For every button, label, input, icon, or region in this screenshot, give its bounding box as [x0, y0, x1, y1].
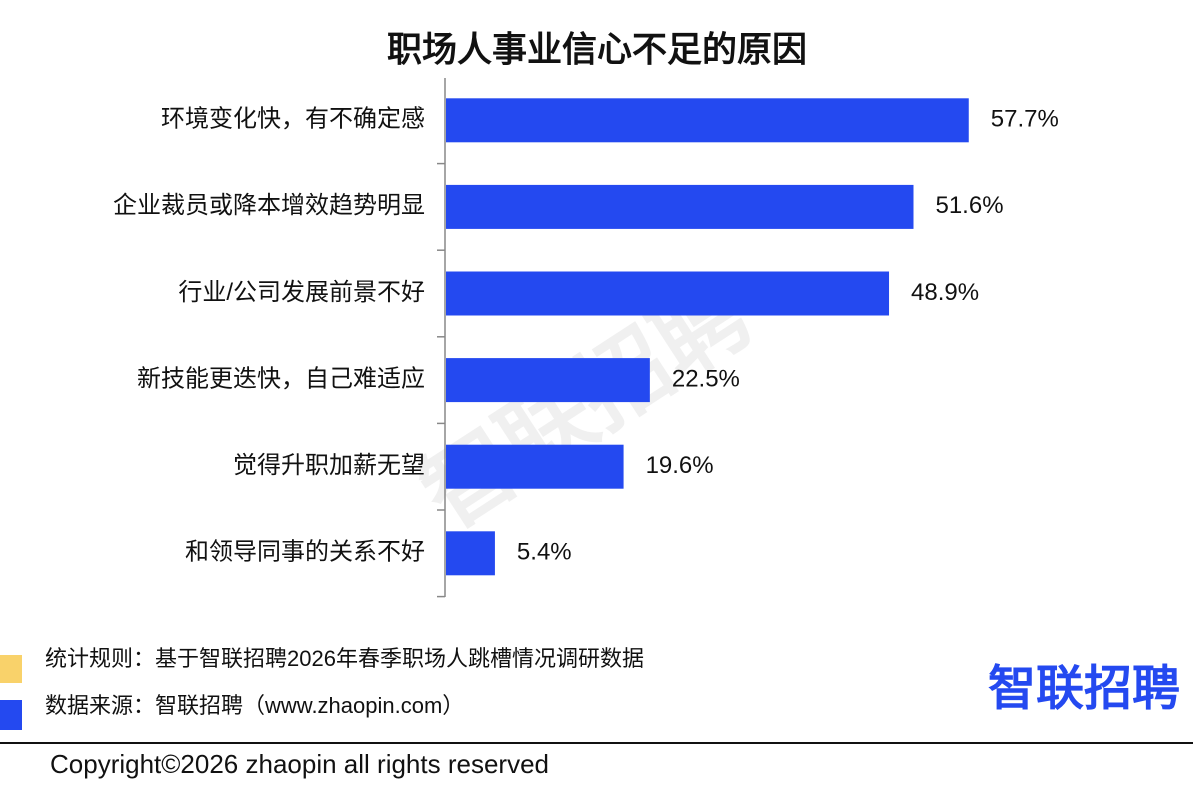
value-label: 51.6% — [935, 192, 1003, 219]
legend-square-blue — [0, 700, 22, 730]
copyright: Copyright©2026 zhaopin all rights reserv… — [50, 749, 549, 779]
y-tick-label: 和领导同事的关系不好 — [185, 539, 425, 566]
footer-rule: 统计规则：基于智联招聘2026年春季职场人跳槽情况调研数据 — [45, 646, 644, 671]
y-tick-label: 新技能更迭快，自己难适应 — [137, 365, 425, 392]
bar — [446, 98, 969, 143]
bar — [446, 444, 624, 489]
footer-source: 数据来源：智联招聘（www.zhaopin.com） — [45, 693, 464, 718]
bar — [446, 271, 890, 316]
value-label: 5.4% — [517, 539, 572, 566]
y-tick-label: 环境变化快，有不确定感 — [161, 106, 425, 133]
value-label: 19.6% — [646, 452, 714, 479]
chart-title: 职场人事业信心不足的原因 — [387, 30, 807, 69]
bar — [446, 184, 914, 229]
legend-square-yellow — [0, 655, 22, 683]
y-tick-label: 觉得升职加薪无望 — [233, 452, 425, 479]
bar — [446, 531, 495, 576]
value-label: 48.9% — [911, 279, 979, 306]
bar — [446, 358, 650, 403]
logo: 智联招聘 — [988, 663, 1180, 716]
value-label: 57.7% — [991, 106, 1059, 133]
value-label: 22.5% — [672, 365, 740, 392]
y-tick-label: 企业裁员或降本增效趋势明显 — [113, 192, 425, 219]
y-tick-label: 行业/公司发展前景不好 — [178, 279, 425, 306]
